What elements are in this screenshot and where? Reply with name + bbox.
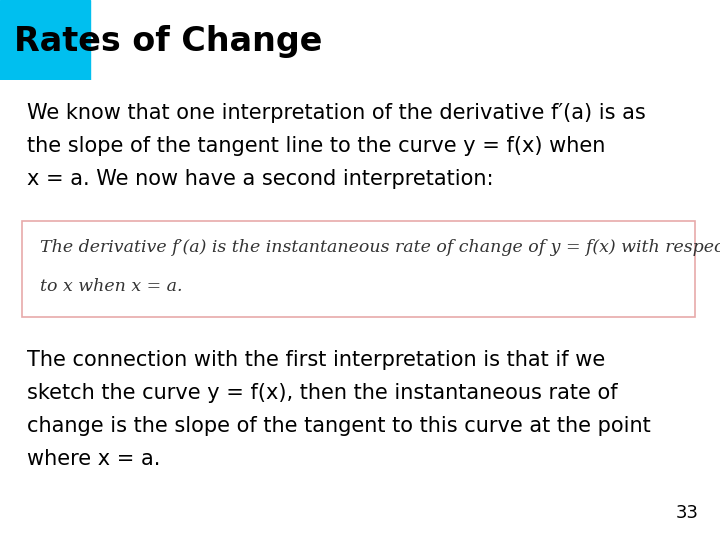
Text: where x = a.: where x = a. bbox=[27, 449, 161, 469]
Text: sketch the curve y = f(x), then the instantaneous rate of: sketch the curve y = f(x), then the inst… bbox=[27, 383, 618, 403]
Text: the slope of the tangent line to the curve y = f(x) when: the slope of the tangent line to the cur… bbox=[27, 136, 606, 156]
Text: We know that one interpretation of the derivative f′(a) is as: We know that one interpretation of the d… bbox=[27, 103, 646, 123]
Text: The derivative f′(a) is the instantaneous rate of change of y = f(x) with respec: The derivative f′(a) is the instantaneou… bbox=[40, 239, 720, 256]
Text: x = a. We now have a second interpretation:: x = a. We now have a second interpretati… bbox=[27, 169, 494, 189]
Text: Rates of Change: Rates of Change bbox=[14, 25, 323, 58]
Text: to x when x = a.: to x when x = a. bbox=[40, 278, 182, 295]
Text: The connection with the first interpretation is that if we: The connection with the first interpreta… bbox=[27, 349, 606, 369]
Text: change is the slope of the tangent to this curve at the point: change is the slope of the tangent to th… bbox=[27, 416, 651, 436]
FancyBboxPatch shape bbox=[22, 221, 695, 318]
Text: 33: 33 bbox=[675, 504, 698, 522]
Bar bbox=[0, 0, 90, 80]
